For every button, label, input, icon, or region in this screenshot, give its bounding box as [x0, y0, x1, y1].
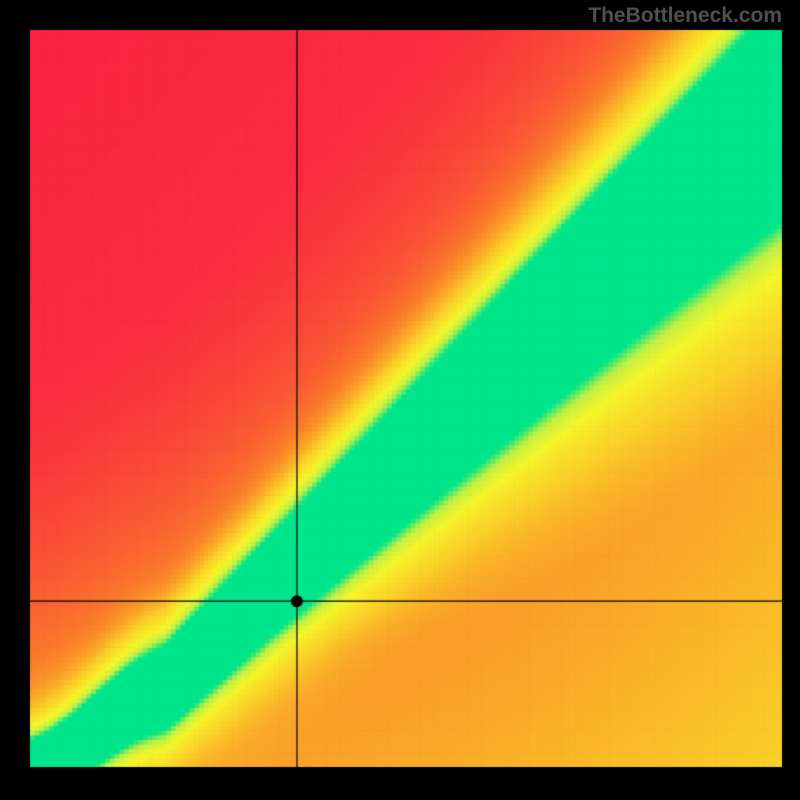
watermark-text: TheBottleneck.com: [588, 4, 782, 28]
bottleneck-heatmap: [0, 0, 800, 800]
